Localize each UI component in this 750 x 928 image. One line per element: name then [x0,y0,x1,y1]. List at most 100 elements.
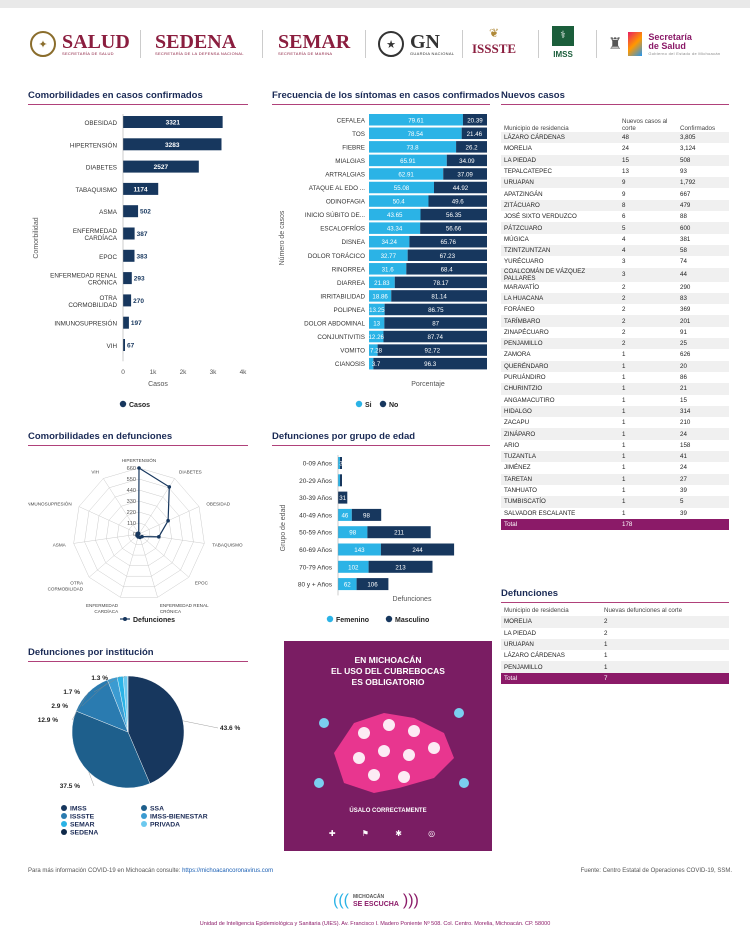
category-label: CEFALEA [337,117,366,124]
table-cell: 626 [680,351,691,359]
category-label: INICIO SÚBITO DE... [305,210,365,219]
table-cell: 1 [622,487,626,495]
category-label: ODINOFAGIA [326,199,366,206]
grid-ring [116,511,162,556]
series-line [136,466,170,538]
bar-masculino [340,457,342,469]
data-label-femenino: 102 [348,564,359,571]
data-label: 1.3 % [91,675,108,682]
data-label: 2527 [154,164,169,171]
legend-swatch [141,813,147,819]
table-cell: 2 [604,629,608,637]
table-cell: LA HUACANA [501,292,619,305]
legend-swatch [61,829,67,835]
comorbilidades-bar-chart: OBESIDAD 3321 HIPERTENSIÓN 3283 DIABETES 2527… [33,114,247,409]
comorbilidades-defunciones-radar-chart: HIPERTENSIÓN DIABETES OBESIDAD TABAQUISMO EP… [28,457,243,624]
bar-femenino [338,526,368,539]
col-header-nuevas-defunciones: Nuevas defunciones al corte [601,605,729,617]
bar-si [369,154,447,167]
poster-line3: ES OBLIGATORIO [351,677,425,687]
table-cell: LÁZARO CÁRDENAS [504,652,565,660]
data-label: 43.6 % [220,725,240,732]
category-label: ARTRALGIAS [325,171,365,178]
table-cell: ZITÁCUARO [501,199,619,212]
k-brand-icon [628,32,643,56]
table-cell: LA PIEDAD [504,629,536,637]
data-label-si: 79.61 [408,117,424,124]
bar-si [369,317,385,329]
legend-swatch-dot [123,617,127,621]
category-label: VIH [107,343,118,350]
table-cell: 5 [619,222,677,234]
table-row: PÁTZCUARO 5 600 [501,222,729,234]
legend-label: Defunciones [133,617,175,624]
category-label: 20-29 Años [299,478,333,485]
section-title-sintomas: Frecuencia de los síntomas en casos conf… [272,90,500,101]
data-label-femenino: 46 [341,512,348,519]
category-label: 50-59 Años [299,530,333,537]
data-label: 67 [127,343,135,350]
col-header-municipio: Municipio de residencia [501,110,619,132]
table-cell: 88 [680,213,687,221]
table-cell: PENJAMILLO [501,338,619,350]
axis-label: OTRA [70,580,84,585]
table-cell: TARÍMBARO [501,315,619,327]
bar-femenino [338,457,340,469]
table-cell: URUAPAN [501,177,619,189]
legend-swatch-femenino [326,615,334,623]
bar-femenino [338,474,340,487]
bar-si [369,235,410,248]
info-link[interactable]: https://michoacancoronavirus.com [182,868,274,874]
category-label: ENFERMEDAD [73,228,118,235]
data-label-no: 44.92 [453,185,469,192]
tick-label: 110 [127,521,136,527]
axis-label: EPOC [195,580,209,585]
data-label-si: 31.6 [382,266,395,273]
category-label: 70-79 Años [299,564,333,571]
category-label: POLIPNEA [334,307,366,314]
logo-imss: ⚕ IMSS [552,26,574,62]
category-label: EPOC [99,254,117,261]
tick-label: 660 [127,466,136,472]
table-cell: 15 [680,396,687,404]
poster-line1: EN MICHOACÁN [354,655,422,665]
table-row: MORELIA 24 3,124 [501,143,729,154]
table-cell: 6 [622,213,626,221]
y-axis-label: Grupo de edad [280,505,287,552]
data-label-masculino: 106 [367,582,378,589]
table-row: URUAPAN 9 1,792 [501,177,729,189]
category-label: CORMOBILIDAD [68,302,117,309]
table-cell: HIDALGO [501,405,619,418]
table-row: JIMÉNEZ 1 24 [501,462,729,473]
axis-label: ASMA [53,543,67,548]
leader-line [81,678,113,707]
data-label-no: 26.2 [466,144,479,151]
category-label: DOLOR TORÁCICO [308,251,365,260]
table-cell: LA PIEDAD [501,154,619,166]
logo-semar: SEMAR SECRETARÍA DE MARINA [278,30,351,56]
table-cell: 7 [601,672,729,685]
bar-masculino [380,543,455,556]
table-cell: COALCOMÁN DE VÁZQUEZ PALLARES [501,267,619,282]
category-label: RINORREA [332,266,366,273]
x-axis-label: Casos [148,381,168,388]
table-row: HIDALGO 1 314 [501,405,729,418]
table-cell: LÁZARO CÁRDENAS [501,132,619,144]
axis-label: OBESIDAD [206,501,230,506]
table-cell: ZINÁPARO [501,428,619,440]
footer-info: Para más información COVID-19 en Michoac… [28,868,274,874]
category-label: 60-69 Años [299,547,333,554]
table-cell: 44 [677,267,729,282]
legend-label-si: Si [365,402,372,409]
bar-femenino [338,578,357,591]
bar-si [369,276,395,289]
table-cell: FORÁNEO [504,306,535,314]
table-cell: ZACAPU [504,419,530,427]
grid-spoke [138,533,205,544]
logo-sedena: SEDENA SECRETARÍA DE LA DEFENSA NACIONAL [155,30,244,56]
eagle-seal-icon: ✦ [30,31,56,57]
table-cell: 24 [622,145,629,153]
category-label: VOMITO [340,348,365,355]
bar-masculino [367,526,431,539]
table-cell: TARETAN [501,473,619,485]
